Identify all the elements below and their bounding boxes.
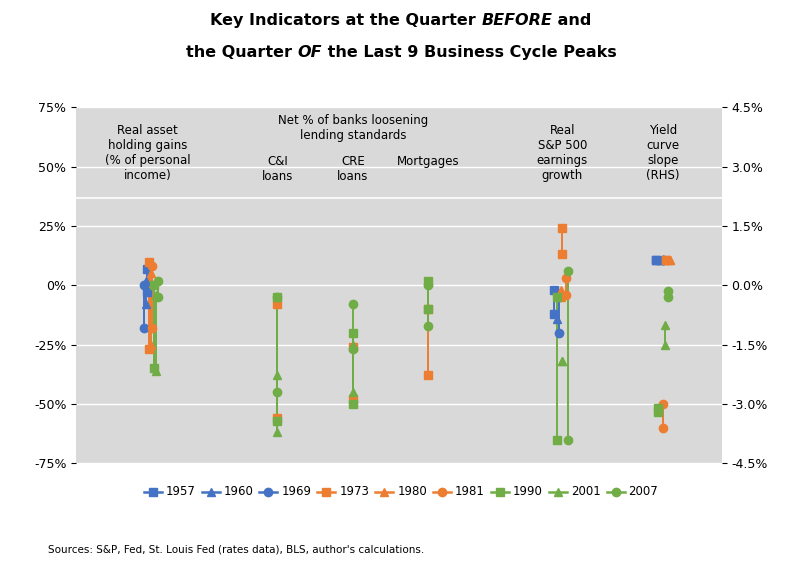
Text: 1990: 1990 <box>513 485 543 498</box>
Text: 1969: 1969 <box>282 485 311 498</box>
Text: 1980: 1980 <box>397 485 427 498</box>
Text: the Last 9 Business Cycle Peaks: the Last 9 Business Cycle Peaks <box>322 45 617 60</box>
Text: CRE
loans: CRE loans <box>337 155 369 183</box>
Text: Real asset
holding gains
(% of personal
income): Real asset holding gains (% of personal … <box>104 124 190 182</box>
Text: BEFORE: BEFORE <box>481 13 553 28</box>
Text: C&I
loans: C&I loans <box>261 155 293 183</box>
Text: Real
S&P 500
earnings
growth: Real S&P 500 earnings growth <box>537 124 588 182</box>
Text: Mortgages: Mortgages <box>397 155 460 168</box>
Text: 2007: 2007 <box>629 485 658 498</box>
Text: Yield
curve
slope
(RHS): Yield curve slope (RHS) <box>646 124 680 182</box>
Text: 1957: 1957 <box>166 485 196 498</box>
Text: 2001: 2001 <box>571 485 601 498</box>
Text: Key Indicators at the Quarter: Key Indicators at the Quarter <box>210 13 481 28</box>
Text: and: and <box>553 13 592 28</box>
Text: OF: OF <box>298 45 322 60</box>
Text: Net % of banks loosening
lending standards: Net % of banks loosening lending standar… <box>277 115 428 142</box>
Text: 1973: 1973 <box>339 485 369 498</box>
Text: the Quarter: the Quarter <box>185 45 298 60</box>
Text: 1960: 1960 <box>224 485 253 498</box>
Text: Sources: S&P, Fed, St. Louis Fed (rates data), BLS, author's calculations.: Sources: S&P, Fed, St. Louis Fed (rates … <box>48 545 424 555</box>
Text: 1981: 1981 <box>455 485 485 498</box>
